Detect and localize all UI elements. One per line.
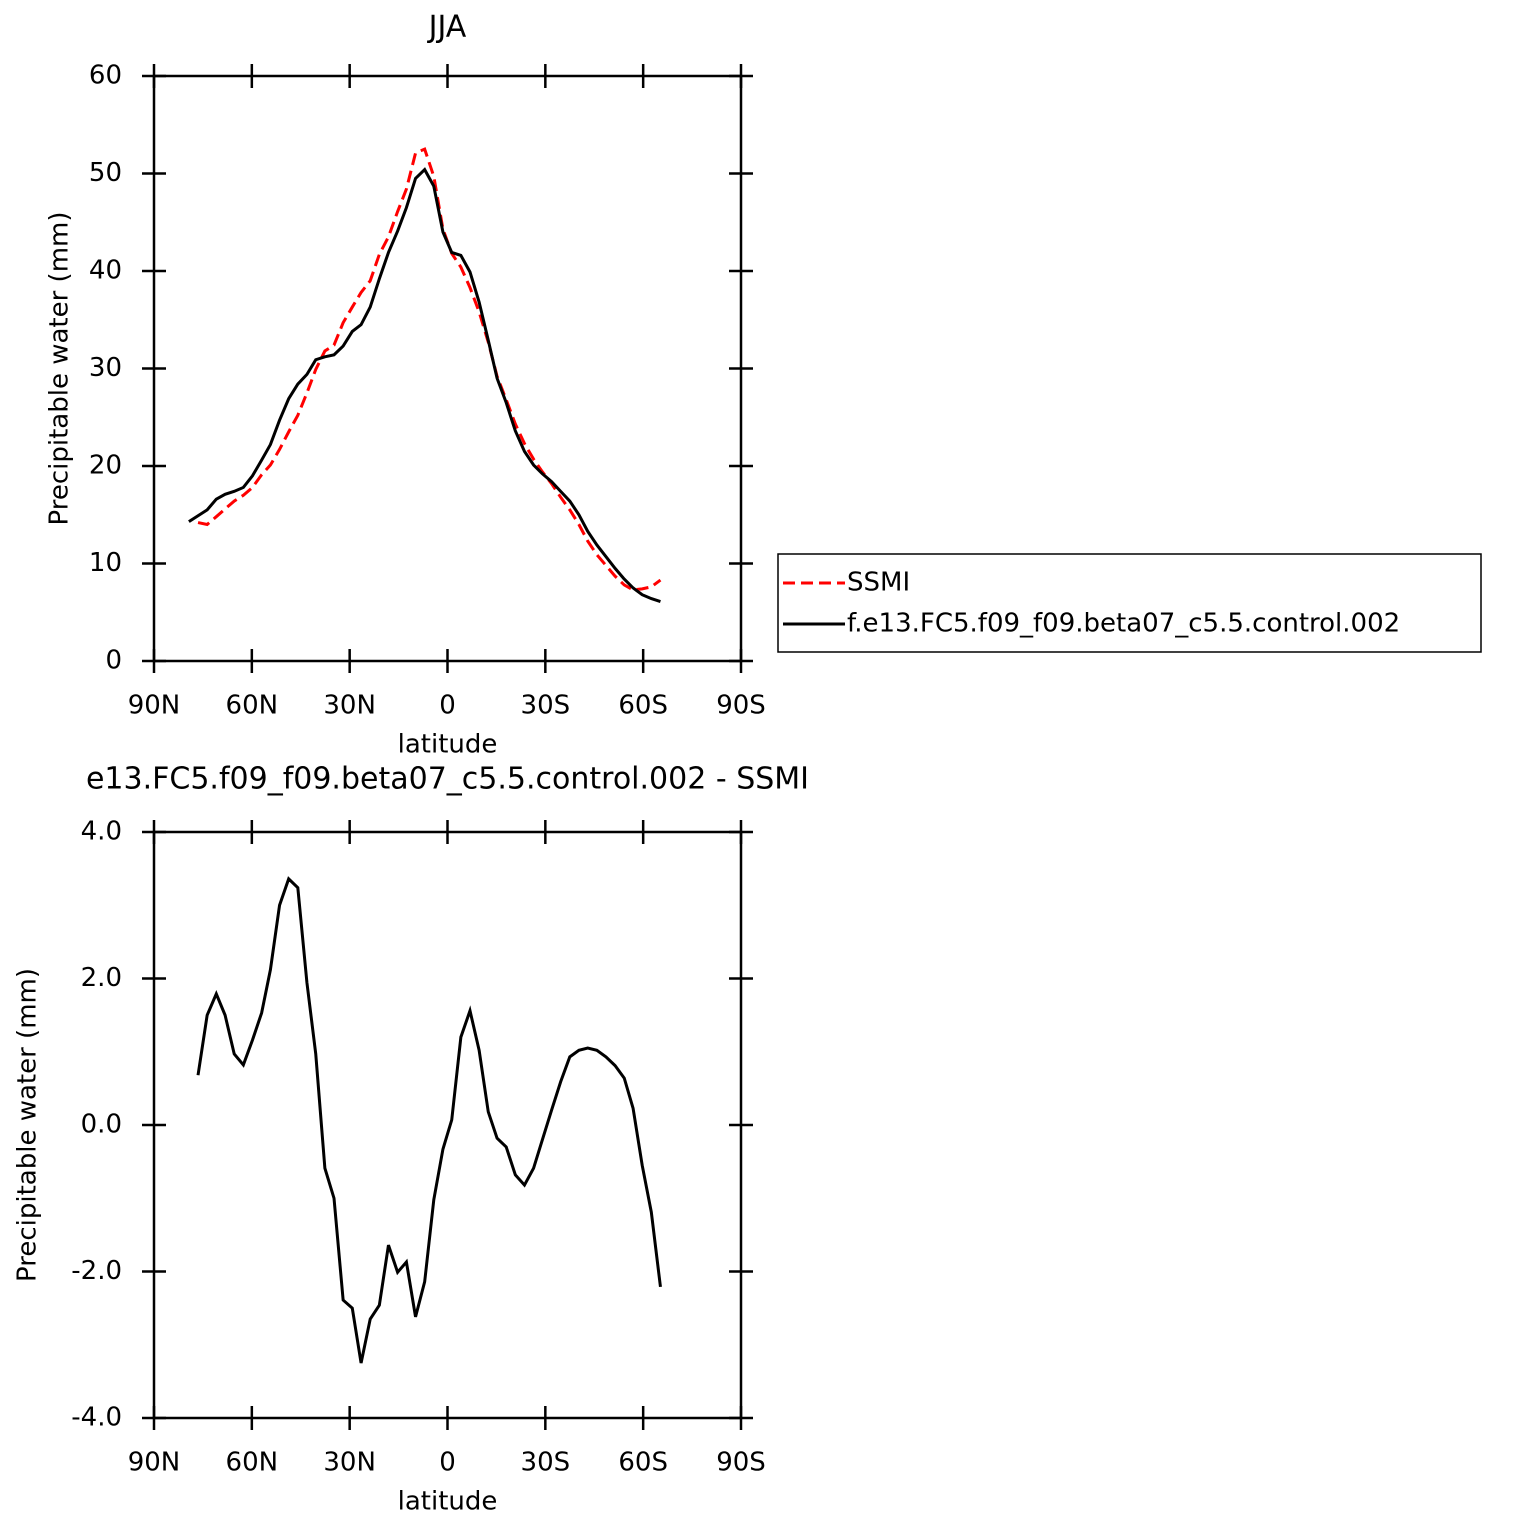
legend-label: SSMI	[847, 568, 910, 598]
y-tick-label: 0.0	[81, 1110, 122, 1140]
x-tick-label: 90S	[716, 691, 766, 721]
y-axis-label: Precipitable water (mm)	[45, 212, 75, 526]
y-tick-label: 30	[89, 353, 122, 383]
x-axis-label: latitude	[398, 1487, 498, 1517]
chart-title: JJA	[427, 10, 467, 45]
y-axis-label: Precipitable water (mm)	[13, 968, 43, 1282]
x-tick-label: 60S	[618, 1448, 668, 1478]
data-line	[197, 147, 662, 592]
y-tick-label: 0	[105, 646, 122, 676]
y-tick-label: -2.0	[71, 1256, 122, 1286]
chart-title: e13.FC5.f09_f09.beta07_c5.5.control.002 …	[86, 762, 809, 797]
y-tick-label: 60	[89, 61, 122, 91]
legend-box	[777, 553, 1482, 653]
y-tick-label: -4.0	[71, 1403, 122, 1433]
x-tick-label: 60S	[618, 691, 668, 721]
y-tick-label: 10	[89, 548, 122, 578]
y-tick-label: 4.0	[81, 817, 122, 847]
plot-frame	[152, 74, 743, 663]
plot-frame	[152, 830, 743, 1420]
x-tick-label: 60N	[226, 1448, 279, 1478]
x-axis-label: latitude	[398, 730, 498, 760]
x-tick-label: 30N	[323, 1448, 376, 1478]
x-tick-label: 0	[439, 1448, 456, 1478]
data-line	[196, 876, 662, 1364]
x-tick-label: 90S	[716, 1448, 766, 1478]
x-tick-label: 0	[439, 691, 456, 721]
data-line	[188, 167, 661, 603]
x-tick-label: 30S	[521, 691, 571, 721]
y-tick-label: 50	[89, 158, 122, 188]
legend-label: f.e13.FC5.f09_f09.beta07_c5.5.control.00…	[847, 609, 1400, 639]
x-tick-label: 60N	[226, 691, 279, 721]
y-tick-label: 40	[89, 256, 122, 286]
x-tick-label: 90N	[128, 691, 181, 721]
x-tick-label: 90N	[128, 1448, 181, 1478]
y-tick-label: 2.0	[81, 963, 122, 993]
x-tick-label: 30S	[521, 1448, 571, 1478]
y-tick-label: 20	[89, 451, 122, 481]
x-tick-label: 30N	[323, 691, 376, 721]
